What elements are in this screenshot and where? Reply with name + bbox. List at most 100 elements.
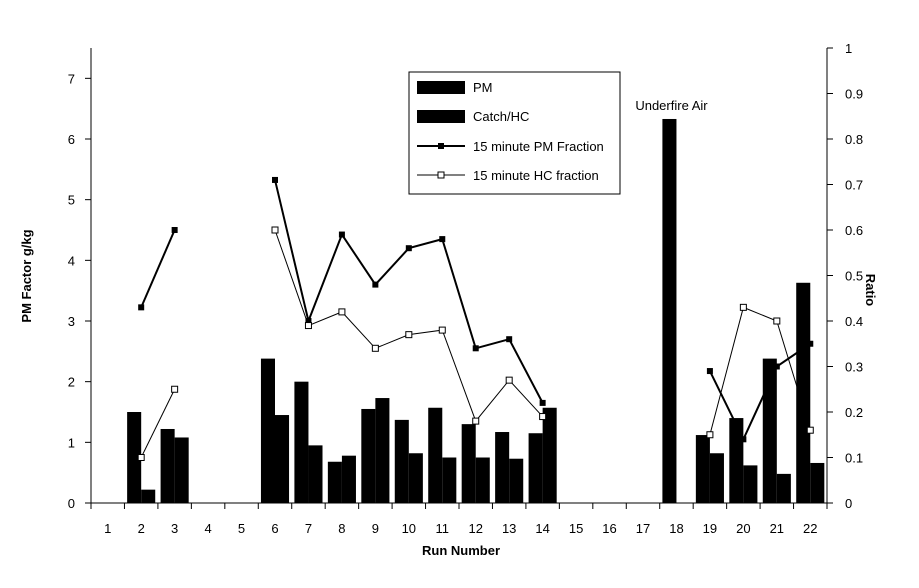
point-15-minute-pm-fraction <box>706 368 713 375</box>
y2-tick-label: 0.1 <box>845 451 863 466</box>
point-15-minute-hc-fraction <box>438 326 446 334</box>
y2-tick-label: 0.4 <box>845 314 863 329</box>
point-15-minute-hc-fraction <box>304 322 312 330</box>
y-tick-label: 6 <box>68 132 75 147</box>
point-15-minute-pm-fraction <box>740 436 747 443</box>
line-series <box>137 176 814 461</box>
point-15-minute-hc-fraction <box>271 226 279 234</box>
bar-catch-hc <box>475 457 490 503</box>
point-15-minute-pm-fraction <box>171 227 178 233</box>
x-tick-label: 12 <box>468 521 482 536</box>
bar-pm <box>361 408 376 503</box>
x-tick-label: 17 <box>636 521 650 536</box>
x-axis-title: Run Number <box>422 543 500 558</box>
legend-marker-hc-fraction <box>437 171 445 179</box>
bar-catch-hc <box>275 415 290 503</box>
bar-pm <box>528 433 543 503</box>
x-tick-label: 19 <box>703 521 717 536</box>
bar-pm <box>729 418 744 503</box>
point-15-minute-pm-fraction <box>305 318 312 324</box>
line-15-minute-pm-fraction <box>140 229 176 308</box>
x-tick-label: 8 <box>338 521 345 536</box>
y2-tick-label: 0 <box>845 496 852 511</box>
point-15-minute-hc-fraction <box>405 331 413 339</box>
y2-tick-label: 1 <box>845 41 852 56</box>
x-tick-label: 4 <box>204 521 211 536</box>
bar-pm <box>260 358 275 503</box>
y-tick-label: 3 <box>68 314 75 329</box>
point-15-minute-hc-fraction <box>806 426 814 434</box>
point-15-minute-pm-fraction <box>506 336 513 343</box>
bar-catch-hc <box>408 453 423 503</box>
y-tick-label: 4 <box>68 253 75 268</box>
legend: PM Catch/HC 15 minute PM Fraction 15 min… <box>408 71 621 195</box>
x-tick-label: 3 <box>171 521 178 536</box>
bar-catch-hc <box>810 462 825 503</box>
bar-catch-hc <box>341 455 356 503</box>
x-tick-label: 5 <box>238 521 245 536</box>
x-tick-label: 13 <box>502 521 516 536</box>
bar-catch-hc <box>542 407 557 503</box>
bar-pm <box>796 282 811 503</box>
bar-catch-hc <box>375 398 390 503</box>
x-tick-label: 6 <box>271 521 278 536</box>
point-15-minute-hc-fraction <box>505 376 513 384</box>
point-15-minute-hc-fraction <box>171 385 179 393</box>
point-15-minute-hc-fraction <box>539 413 547 421</box>
y2-tick-label: 0.8 <box>845 132 863 147</box>
line-15-minute-hc-fraction <box>274 229 544 423</box>
y2-tick-label: 0.9 <box>845 87 863 102</box>
bar-pm <box>127 412 142 503</box>
y-tick-label: 5 <box>68 193 75 208</box>
point-15-minute-pm-fraction <box>272 176 278 183</box>
point-15-minute-pm-fraction <box>807 340 814 347</box>
bar-series <box>127 118 825 503</box>
bar-pm <box>428 407 443 503</box>
legend-label-catch-hc: Catch/HC <box>473 109 529 124</box>
y-tick-label: 0 <box>68 496 75 511</box>
y2-tick-label: 0.3 <box>845 360 863 375</box>
bar-pm <box>662 118 677 503</box>
bar-catch-hc <box>308 445 323 503</box>
bar-catch-hc <box>442 457 457 503</box>
x-tick-label: 10 <box>402 521 416 536</box>
y2-tick-label: 0.7 <box>845 178 863 193</box>
line-15-minute-pm-fraction <box>709 342 811 442</box>
annotation-underfire-air: Underfire Air <box>635 98 708 113</box>
legend-swatch-catch-hc <box>417 110 465 123</box>
x-tick-label: 16 <box>602 521 616 536</box>
bar-pm <box>394 419 409 503</box>
bar-catch-hc <box>141 489 156 503</box>
point-15-minute-hc-fraction <box>472 417 480 425</box>
x-tick-label: 14 <box>535 521 549 536</box>
bar-pm <box>294 381 309 503</box>
point-15-minute-pm-fraction <box>405 245 412 252</box>
legend-label-hc-fraction: 15 minute HC fraction <box>473 168 599 183</box>
point-15-minute-hc-fraction <box>137 454 145 461</box>
y-tick-label: 2 <box>68 375 75 390</box>
legend-marker-pm-fraction <box>438 143 444 149</box>
legend-label-pm: PM <box>473 80 493 95</box>
legend-label-pm-fraction: 15 minute PM Fraction <box>473 139 604 154</box>
point-15-minute-hc-fraction <box>338 308 346 316</box>
x-tick-label: 7 <box>305 521 312 536</box>
point-15-minute-pm-fraction <box>472 345 479 352</box>
y2-tick-label: 0.2 <box>845 405 863 420</box>
x-tick-label: 15 <box>569 521 583 536</box>
axes <box>85 47 833 509</box>
bar-catch-hc <box>174 437 189 503</box>
x-tick-label: 2 <box>138 521 145 536</box>
line-15-minute-hc-fraction <box>140 389 176 458</box>
y2-axis-title: Ratio <box>863 274 878 307</box>
point-15-minute-pm-fraction <box>138 304 145 311</box>
bar-pm <box>327 461 342 503</box>
y2-tick-label: 0.5 <box>845 269 863 284</box>
bar-pm <box>160 428 175 503</box>
line-15-minute-hc-fraction <box>709 306 811 435</box>
bar-catch-hc <box>743 465 758 503</box>
bar-pm <box>695 435 710 503</box>
point-15-minute-hc-fraction <box>706 431 714 439</box>
y-tick-label: 1 <box>68 435 75 450</box>
point-15-minute-hc-fraction <box>773 317 781 325</box>
